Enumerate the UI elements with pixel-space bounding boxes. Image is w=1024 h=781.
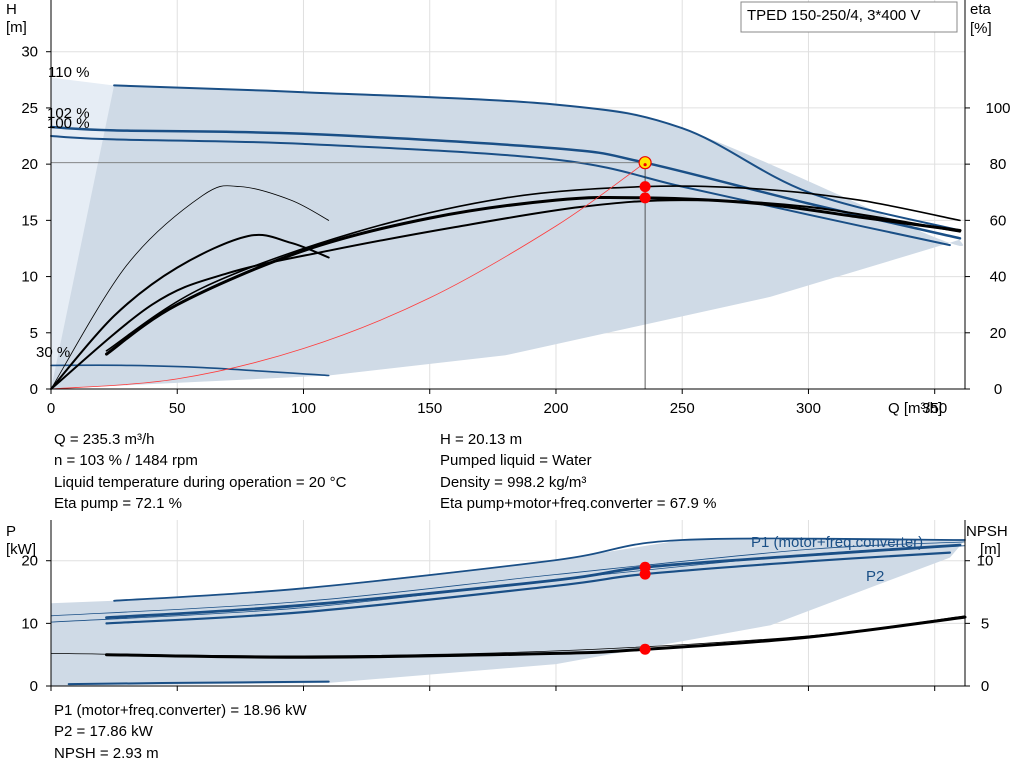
eta-tick-label: 100 bbox=[985, 100, 1010, 117]
npsh-tick-label: 5 bbox=[981, 615, 989, 632]
power-tick-label: 20 bbox=[21, 553, 38, 570]
eta-tick-label: 20 bbox=[990, 325, 1007, 342]
pump-label: TPED 150-250/4, 3*400 V bbox=[747, 7, 920, 24]
power-marker-1 bbox=[639, 568, 651, 580]
head-axis-label-line2: [m] bbox=[6, 19, 27, 36]
head-chart: 0 50 100 150 200 250 300 3500510152025300204060… bbox=[6, 0, 1011, 417]
info-density: Density = 998.2 kg/m³ bbox=[440, 473, 587, 491]
npsh-tick-label: 0 bbox=[981, 678, 989, 695]
head-tick-label: 0 bbox=[30, 381, 38, 398]
power-series-7 bbox=[50, 615, 966, 657]
head-series-4 bbox=[105, 195, 962, 356]
power-series-2 bbox=[113, 537, 966, 602]
info-bottom: P1 (motor+freq.converter) = 18.96 kW P2 … bbox=[54, 700, 307, 764]
eta-tick-label: 40 bbox=[990, 269, 1007, 286]
info-top-left: Q = 235.3 m³/h n = 103 % / 1484 rpm Liqu… bbox=[54, 429, 346, 515]
duty-point-marker bbox=[638, 156, 652, 170]
head-series-2 bbox=[113, 84, 961, 232]
info-npsh: NPSH = 2.93 m bbox=[54, 744, 159, 762]
npsh-marker bbox=[639, 643, 651, 655]
power-series-6 bbox=[105, 615, 967, 659]
flow-tick-label: 0 bbox=[47, 400, 55, 417]
info-eta-total: Eta pump+motor+freq.converter = 67.9 % bbox=[440, 495, 717, 513]
speed-labels: 110 % 102 % 100 % 30 % bbox=[36, 64, 90, 361]
eta-tick-label: 0 bbox=[994, 381, 1002, 398]
npsh-axis-label-line1: NPSH bbox=[966, 523, 1008, 540]
head-curves bbox=[49, 84, 962, 390]
head-tick-label: 25 bbox=[21, 100, 38, 117]
head-marker-1 bbox=[639, 192, 651, 204]
head-series-6 bbox=[105, 185, 961, 352]
power-series-1 bbox=[105, 551, 951, 625]
head-series-7 bbox=[50, 233, 330, 390]
speed-label-100: 100 % bbox=[47, 115, 90, 132]
head-tick-label: 15 bbox=[21, 212, 38, 229]
power-tick-label: 0 bbox=[30, 678, 38, 695]
head-series-0 bbox=[49, 125, 962, 240]
p1-legend-label: P1 (motor+freq.converter) bbox=[751, 534, 923, 551]
head-series-1 bbox=[50, 135, 951, 247]
head-series-3 bbox=[50, 364, 330, 377]
operating-range-band bbox=[51, 85, 964, 390]
info-p2: P2 = 17.86 kW bbox=[54, 723, 153, 741]
eta-tick-label: 80 bbox=[990, 156, 1007, 173]
info-top-right: H = 20.13 m Pumped liquid = Water Densit… bbox=[440, 429, 716, 515]
head-series-8 bbox=[50, 185, 330, 390]
head-tick-label: 10 bbox=[21, 269, 38, 286]
power-axes bbox=[50, 520, 966, 687]
npsh-tick-label: 10 bbox=[977, 553, 994, 570]
head-marker-0 bbox=[639, 181, 651, 193]
power-series-5 bbox=[67, 680, 330, 686]
power-tick-labels: 0 10 20 0 5 10 bbox=[21, 553, 993, 695]
head-axis-label-line1: H bbox=[6, 1, 17, 18]
info-head: H = 20.13 m bbox=[440, 431, 523, 448]
power-range-band bbox=[51, 540, 965, 686]
power-series-3 bbox=[50, 541, 966, 617]
flow-axis-label: Q [m³/h] bbox=[888, 400, 942, 417]
power-series-4 bbox=[50, 545, 966, 623]
info-pumped-liquid: Pumped liquid = Water bbox=[440, 452, 592, 470]
speed-label-102: 102 % bbox=[47, 105, 90, 122]
power-chart: 0 10 20 0 5 10 P [kW] NPSH [m] P1 (motor+freq… bbox=[6, 520, 1008, 695]
flow-tick-label: 200 bbox=[543, 400, 568, 417]
flow-tick-label: 150 bbox=[417, 400, 442, 417]
power-curves bbox=[50, 537, 967, 686]
duty-point-center bbox=[643, 163, 647, 167]
pump-label-box: TPED 150-250/4, 3*400 V bbox=[740, 1, 958, 33]
npsh-axis-label-line2: [m] bbox=[980, 541, 1001, 558]
flow-tick-label: 250 bbox=[670, 400, 695, 417]
flow-tick-label: 350 bbox=[922, 400, 947, 417]
head-series-9 bbox=[50, 162, 646, 390]
head-tick-label: 5 bbox=[30, 325, 38, 342]
head-series-5 bbox=[50, 199, 961, 390]
eta-axis-label-line2: [%] bbox=[970, 20, 992, 37]
power-axis-label-line1: P bbox=[6, 523, 16, 540]
head-tick-label: 20 bbox=[21, 156, 38, 173]
head-axes bbox=[50, 0, 966, 390]
flow-tick-label: 50 bbox=[169, 400, 186, 417]
p2-legend-label: P2 bbox=[866, 568, 884, 585]
speed-label-30: 30 % bbox=[36, 344, 70, 361]
power-axis-label-line2: [kW] bbox=[6, 541, 36, 558]
speed-label-110: 110 % bbox=[48, 64, 89, 81]
info-eta-pump: Eta pump = 72.1 % bbox=[54, 495, 182, 513]
flow-tick-label: 100 bbox=[291, 400, 316, 417]
power-tick-label: 10 bbox=[21, 615, 38, 632]
info-p1: P1 (motor+freq.converter) = 18.96 kW bbox=[54, 702, 307, 719]
info-flow: Q = 235.3 m³/h bbox=[54, 431, 155, 448]
flow-tick-label: 300 bbox=[796, 400, 821, 417]
eta-axis-label-line1: eta bbox=[970, 1, 992, 18]
info-speed: n = 103 % / 1484 rpm bbox=[54, 452, 198, 470]
head-tick-labels: 0 50 100 150 200 250 300 3500510152025300204060… bbox=[21, 44, 1010, 417]
head-tick-label: 30 bbox=[21, 44, 38, 61]
eta-tick-label: 60 bbox=[990, 212, 1007, 229]
info-liquid-temperature: Liquid temperature during operation = 20… bbox=[54, 473, 347, 491]
